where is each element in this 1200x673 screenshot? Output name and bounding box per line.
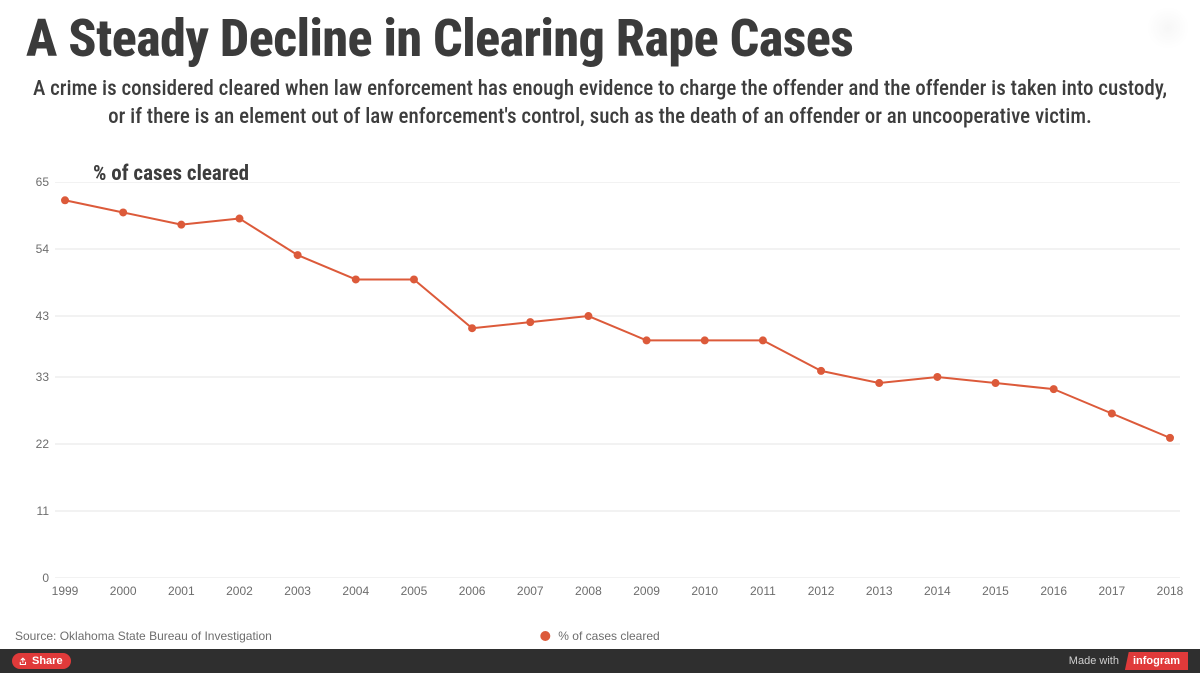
x-tick-label: 2012 xyxy=(808,584,835,598)
data-point xyxy=(992,379,1000,387)
data-point xyxy=(410,275,418,283)
y-tick-label: 65 xyxy=(19,175,49,189)
x-tick-label: 2018 xyxy=(1157,584,1184,598)
data-point xyxy=(1108,410,1116,418)
share-icon xyxy=(18,657,27,666)
madewith-label: Made with xyxy=(1069,655,1119,667)
line-chart xyxy=(55,182,1180,578)
x-tick-label: 2010 xyxy=(691,584,718,598)
y-tick-label: 54 xyxy=(19,242,49,256)
x-tick-label: 2008 xyxy=(575,584,602,598)
x-tick-label: 2014 xyxy=(924,584,951,598)
x-tick-label: 2016 xyxy=(1040,584,1067,598)
x-tick-label: 2009 xyxy=(633,584,660,598)
x-tick-label: 2006 xyxy=(459,584,486,598)
data-point xyxy=(1050,385,1058,393)
data-point xyxy=(235,215,243,223)
data-point xyxy=(643,336,651,344)
legend: % of cases cleared xyxy=(540,629,659,643)
made-with: Made with infogram xyxy=(1069,652,1188,670)
data-point xyxy=(61,196,69,204)
data-point xyxy=(119,208,127,216)
x-tick-label: 2004 xyxy=(342,584,369,598)
corner-badge xyxy=(1146,6,1190,50)
y-tick-label: 43 xyxy=(19,309,49,323)
x-tick-label: 2003 xyxy=(284,584,311,598)
data-point xyxy=(875,379,883,387)
y-tick-label: 33 xyxy=(19,370,49,384)
subtitle: A crime is considered cleared when law e… xyxy=(0,75,1200,144)
data-point xyxy=(817,367,825,375)
legend-label: % of cases cleared xyxy=(558,629,659,643)
x-tick-label: 2013 xyxy=(866,584,893,598)
x-tick-label: 2000 xyxy=(110,584,137,598)
x-tick-label: 2017 xyxy=(1098,584,1125,598)
x-tick-label: 2007 xyxy=(517,584,544,598)
share-label: Share xyxy=(32,655,63,667)
data-point xyxy=(1166,434,1174,442)
y-tick-label: 11 xyxy=(19,504,49,518)
infogram-logo[interactable]: infogram xyxy=(1125,652,1188,670)
x-tick-label: 1999 xyxy=(52,584,79,598)
data-point xyxy=(526,318,534,326)
footer-bar: Share Made with infogram xyxy=(0,649,1200,673)
data-point xyxy=(294,251,302,259)
data-point xyxy=(701,336,709,344)
share-button[interactable]: Share xyxy=(12,653,71,669)
x-tick-label: 2005 xyxy=(401,584,428,598)
source-text: Source: Oklahoma State Bureau of Investi… xyxy=(15,629,272,643)
legend-dot-icon xyxy=(540,631,550,641)
data-point xyxy=(352,275,360,283)
data-point xyxy=(933,373,941,381)
data-point xyxy=(759,336,767,344)
data-point xyxy=(468,324,476,332)
infographic-root: A Steady Decline in Clearing Rape Cases … xyxy=(0,0,1200,673)
y-tick-label: 0 xyxy=(19,571,49,585)
y-tick-label: 22 xyxy=(19,437,49,451)
x-tick-label: 2002 xyxy=(226,584,253,598)
data-point xyxy=(177,221,185,229)
data-point xyxy=(584,312,592,320)
x-tick-label: 2001 xyxy=(168,584,195,598)
x-tick-label: 2015 xyxy=(982,584,1009,598)
x-tick-label: 2011 xyxy=(750,584,776,598)
page-title: A Steady Decline in Clearing Rape Cases xyxy=(0,0,1200,75)
